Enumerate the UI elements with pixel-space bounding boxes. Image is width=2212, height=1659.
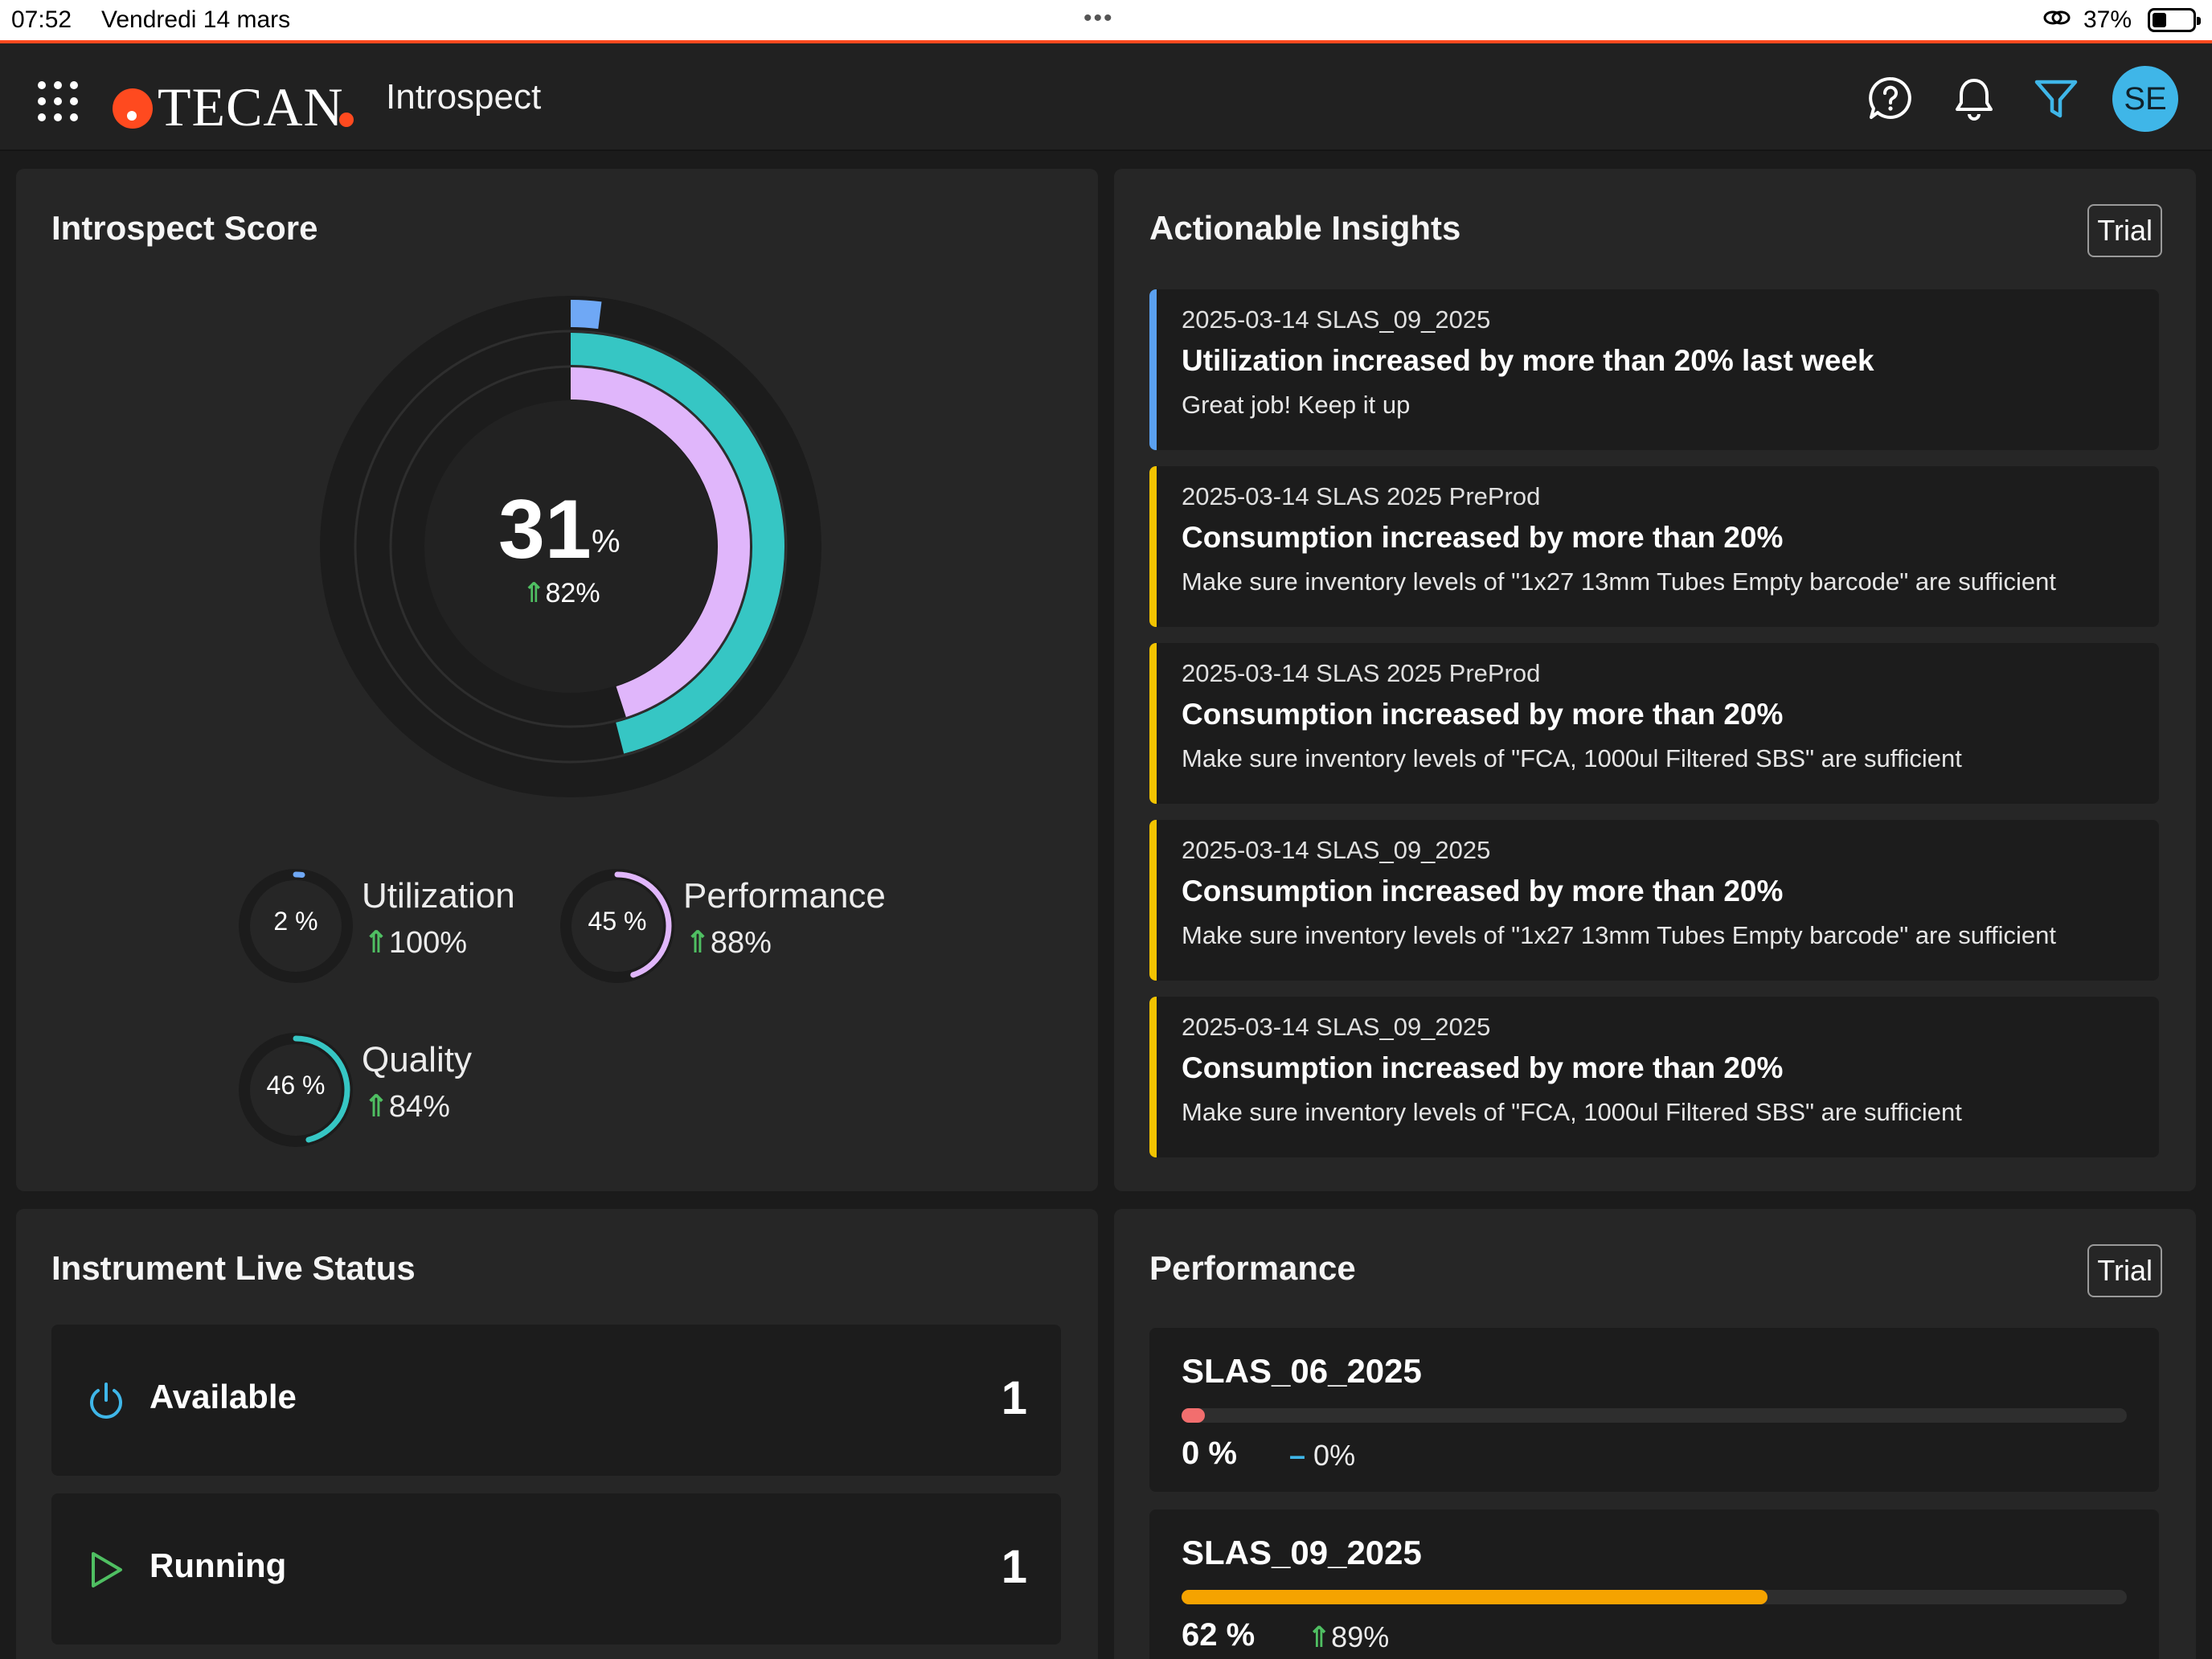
utilization-value: 2 % <box>273 907 318 936</box>
instrument-name: SLAS_06_2025 <box>1182 1352 1422 1390</box>
performance-gauge-arc <box>614 871 672 978</box>
quality-gauge-arc <box>293 1035 350 1143</box>
device-status-bar: 07:52 Vendredi 14 mars ••• 37% <box>0 0 2212 40</box>
performance-trend: ⇑89% <box>1307 1620 1390 1653</box>
performance-trend: – 0% <box>1289 1439 1356 1472</box>
performance-trend: ⇑88% <box>685 926 772 960</box>
filter-icon[interactable] <box>2032 74 2080 122</box>
play-icon <box>92 1552 122 1587</box>
performance-progress-track <box>1182 1590 2127 1604</box>
insight-accent-bar <box>1149 997 1157 1157</box>
introspect-score-card: Introspect Score 31 % ⇑82% 2 % Utilizati… <box>16 169 1098 1191</box>
insight-description: Make sure inventory levels of "1x27 13mm… <box>1182 567 2057 596</box>
performance-gauge <box>560 869 674 983</box>
battery-percent: 37% <box>2083 6 2132 33</box>
app-header: TECAN Introspect SE <box>0 43 2212 151</box>
performance-progress-track <box>1182 1408 2127 1423</box>
notification-bell-icon[interactable] <box>1950 74 1998 122</box>
insight-title: Consumption increased by more than 20% <box>1182 875 1784 907</box>
insight-title: Consumption increased by more than 20% <box>1182 1051 1784 1084</box>
status-count: 1 <box>1001 1372 1027 1424</box>
card-title: Performance <box>1149 1249 1356 1287</box>
card-title: Introspect Score <box>51 209 318 247</box>
card-title: Actionable Insights <box>1149 209 1461 247</box>
trial-badge[interactable]: Trial <box>2087 204 2162 257</box>
insight-item[interactable]: 2025-03-14 SLAS_09_2025 Consumption incr… <box>1149 997 2159 1157</box>
quality-trend: ⇑84% <box>363 1090 450 1124</box>
insight-meta: 2025-03-14 SLAS_09_2025 <box>1182 836 1491 864</box>
accent-line <box>0 40 2212 43</box>
insight-description: Great job! Keep it up <box>1182 391 1411 419</box>
card-title: Instrument Live Status <box>51 1249 416 1287</box>
multitasking-dots-icon[interactable]: ••• <box>1083 5 1114 31</box>
insight-item[interactable]: 2025-03-14 SLAS_09_2025 Consumption incr… <box>1149 820 2159 981</box>
instrument-name: SLAS_09_2025 <box>1182 1534 1422 1571</box>
status-date: Vendredi 14 mars <box>101 6 291 33</box>
power-icon <box>90 1382 122 1419</box>
status-label: Running <box>150 1546 287 1584</box>
trend-up-icon: ⇑ <box>522 578 546 608</box>
performance-ring-arc <box>570 367 750 718</box>
insight-title: Utilization increased by more than 20% l… <box>1182 344 1874 377</box>
brand-name: TECAN <box>158 76 344 137</box>
insight-accent-bar <box>1149 289 1157 450</box>
utilization-label: Utilization <box>362 876 515 916</box>
score-value: 31 <box>498 483 592 576</box>
utilization-trend: ⇑100% <box>363 926 468 960</box>
trend-flat-icon: – <box>1289 1439 1306 1472</box>
quality-label: Quality <box>362 1040 472 1079</box>
trend-up-icon: ⇑ <box>363 1090 389 1124</box>
trend-up-icon: ⇑ <box>363 926 389 960</box>
status-label: Available <box>150 1378 297 1415</box>
performance-label: Performance <box>683 876 886 916</box>
insight-meta: 2025-03-14 SLAS_09_2025 <box>1182 305 1491 334</box>
utilization-ring-arc <box>570 300 602 330</box>
insight-title: Consumption increased by more than 20% <box>1182 698 1784 731</box>
insight-description: Make sure inventory levels of "1x27 13mm… <box>1182 921 2057 949</box>
status-time: 07:52 <box>11 6 72 33</box>
battery-icon <box>2148 8 2201 32</box>
score-trend: ⇑82% <box>522 578 600 608</box>
quality-ring-arc <box>570 333 784 754</box>
link-icon <box>2043 10 2071 25</box>
performance-value: 45 % <box>588 907 647 936</box>
user-avatar[interactable]: SE <box>2112 66 2178 132</box>
actionable-insights-card: Actionable Insights Trial 2025-03-14 SLA… <box>1114 169 2196 1191</box>
insight-item[interactable]: 2025-03-14 SLAS 2025 PreProd Consumption… <box>1149 466 2159 627</box>
insight-item[interactable]: 2025-03-14 SLAS 2025 PreProd Consumption… <box>1149 643 2159 804</box>
quality-gauge <box>239 1033 353 1147</box>
performance-progress-fill <box>1182 1408 1206 1423</box>
status-count: 1 <box>1001 1541 1027 1593</box>
insight-accent-bar <box>1149 820 1157 981</box>
status-row-available[interactable]: Available 1 <box>51 1325 1061 1476</box>
trend-up-icon: ⇑ <box>685 926 711 960</box>
app-grid-icon[interactable] <box>35 79 80 124</box>
performance-card: Performance Trial SLAS_06_2025 0 % – 0% … <box>1114 1209 2196 1659</box>
insight-item[interactable]: 2025-03-14 SLAS_09_2025 Utilization incr… <box>1149 289 2159 450</box>
score-unit: % <box>592 524 621 559</box>
trial-badge[interactable]: Trial <box>2087 1244 2162 1297</box>
instrument-live-status-card: Instrument Live Status Available 1 Runni… <box>16 1209 1098 1659</box>
insight-description: Make sure inventory levels of "FCA, 1000… <box>1182 1098 1962 1126</box>
quality-value: 46 % <box>266 1071 326 1100</box>
status-row-running[interactable]: Running 1 <box>51 1493 1061 1645</box>
performance-row[interactable]: SLAS_06_2025 0 % – 0% <box>1149 1328 2159 1492</box>
performance-value: 62 % <box>1182 1617 1256 1653</box>
performance-value: 0 % <box>1182 1436 1237 1471</box>
insight-meta: 2025-03-14 SLAS_09_2025 <box>1182 1013 1491 1041</box>
app-title: Introspect <box>386 77 542 117</box>
insight-meta: 2025-03-14 SLAS 2025 PreProd <box>1182 659 1541 687</box>
insight-accent-bar <box>1149 466 1157 627</box>
insight-title: Consumption increased by more than 20% <box>1182 521 1784 554</box>
insight-meta: 2025-03-14 SLAS 2025 PreProd <box>1182 482 1541 510</box>
trend-up-icon: ⇑ <box>1307 1620 1332 1653</box>
utilization-gauge <box>239 869 353 983</box>
insight-accent-bar <box>1149 643 1157 804</box>
insight-description: Make sure inventory levels of "FCA, 1000… <box>1182 744 1962 772</box>
help-icon[interactable] <box>1866 74 1915 122</box>
performance-progress-fill <box>1182 1590 1768 1604</box>
performance-row[interactable]: SLAS_09_2025 62 % ⇑89% <box>1149 1509 2159 1659</box>
score-ring-chart <box>320 296 821 797</box>
